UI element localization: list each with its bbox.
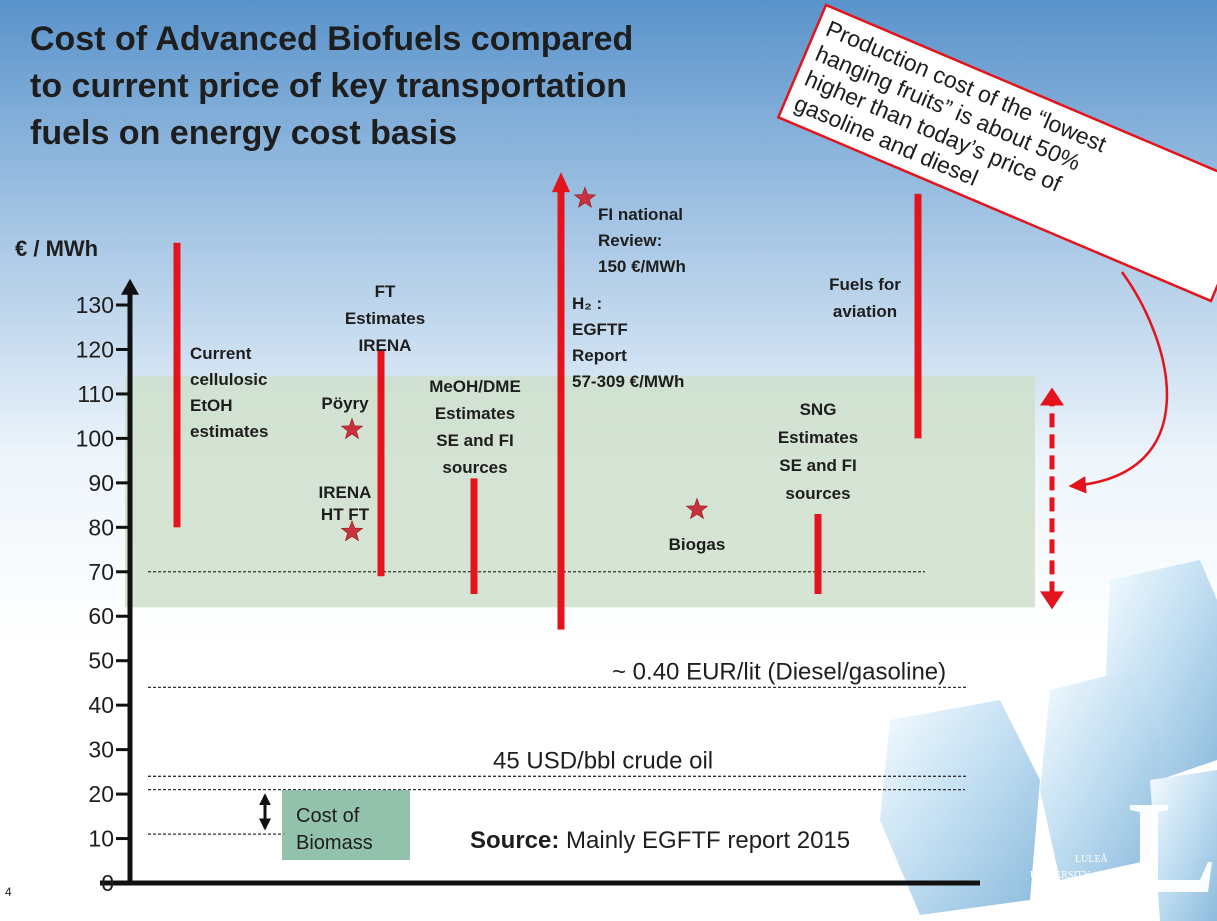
range-label: EtOH	[190, 396, 233, 415]
range-arrowhead	[552, 172, 570, 193]
star-point	[340, 417, 364, 440]
y-axis-arrow	[121, 278, 139, 295]
logo-line: UNIVERSITY	[1030, 870, 1090, 881]
range-label: Fuels for	[829, 275, 901, 294]
range-label: cellulosic	[190, 370, 267, 389]
source-bold: Source:	[470, 827, 559, 854]
biomass-label: Cost of	[296, 805, 360, 827]
point-label: Biogas	[669, 535, 726, 554]
y-tick-label: 20	[88, 781, 114, 807]
range-bar	[377, 349, 385, 577]
range-label: EGFTF	[572, 320, 628, 339]
y-tick-label: 120	[76, 336, 114, 362]
y-tick-label: 30	[88, 737, 114, 763]
callout-connector	[1068, 271, 1169, 494]
range-label: FT	[375, 282, 396, 301]
title-line: to current price of key transportation	[30, 67, 627, 105]
point-label: 150 €/MWh	[598, 257, 686, 276]
point-label: HT FT	[321, 505, 370, 524]
range-bar	[914, 193, 922, 439]
point-label: Pöyry	[321, 394, 369, 413]
plot: € / MWh 0 10 20 30 40 50 60 70 80 90 100 110 120 130 ~ …	[15, 172, 1169, 896]
logo: LULEÅ UNIVERSITY OF TECHNOLOGY	[1030, 805, 1212, 896]
title-line: fuels on energy cost basis	[30, 114, 457, 152]
range-label: SE and FI	[779, 456, 856, 475]
star-point	[685, 497, 709, 520]
source: Source: Mainly EGFTF report 2015	[470, 827, 850, 854]
y-tick-label: 100	[76, 425, 114, 451]
range-bar	[814, 513, 822, 595]
y-tick-label: 50	[88, 648, 114, 674]
range-label: SE and FI	[436, 431, 513, 450]
y-tick-label: 0	[101, 870, 114, 896]
y-tick-label: 110	[77, 381, 114, 407]
star-point	[340, 519, 364, 542]
star-point	[573, 186, 597, 208]
range-label: Current	[190, 344, 252, 363]
reference-label: 45 USD/bbl crude oil	[493, 747, 713, 774]
logo-line: OF TECHNOLOGY	[1040, 885, 1123, 896]
biomass-box	[282, 790, 410, 860]
y-tick-label: 10	[88, 826, 114, 852]
arrowhead	[1040, 387, 1064, 406]
title-line: Cost of Advanced Biofuels compared	[30, 20, 633, 58]
range-label: Estimates	[345, 309, 425, 328]
source-text: Mainly EGFTF report 2015	[559, 827, 850, 854]
y-tick-label: 40	[88, 692, 114, 718]
y-axis-label: € / MWh	[15, 236, 98, 261]
y-tick-label: 60	[88, 603, 114, 629]
reference-label: ~ 0.40 EUR/lit (Diesel/gasoline)	[612, 658, 946, 685]
y-tick-label: 90	[88, 470, 114, 496]
range-bar	[557, 188, 565, 630]
y-tick-label: 70	[88, 559, 114, 585]
range-band	[125, 376, 1035, 608]
range-label: Report	[572, 346, 627, 365]
point-label: Review:	[598, 231, 662, 250]
range-label: sources	[442, 458, 507, 477]
range-label: estimates	[190, 422, 268, 441]
biomass-label: Biomass	[296, 832, 373, 854]
callout-box	[776, 3, 1217, 303]
point-label: FI national	[598, 205, 683, 224]
point-label: IRENA	[319, 483, 372, 502]
range-label: SNG	[800, 400, 837, 419]
range-bar	[173, 242, 181, 528]
range-label: Estimates	[778, 428, 858, 447]
ice-decoration	[880, 560, 1217, 921]
y-tick-label: 130	[76, 292, 114, 318]
range-label: Estimates	[435, 404, 515, 423]
range-label: H₂ :	[572, 294, 602, 313]
range-label: IRENA	[359, 336, 412, 355]
range-label: aviation	[833, 302, 897, 321]
range-label: 57-309 €/MWh	[572, 372, 684, 391]
title: Cost of Advanced Biofuels compared to cur…	[30, 20, 633, 152]
arrowhead	[1040, 591, 1064, 610]
slide-number: 4	[5, 885, 12, 899]
logo-line: LULEÅ	[1075, 853, 1109, 865]
range-label: MeOH/DME	[429, 377, 521, 396]
range-bar	[470, 478, 478, 595]
y-tick-label: 80	[88, 514, 114, 540]
range-label: sources	[785, 484, 850, 503]
